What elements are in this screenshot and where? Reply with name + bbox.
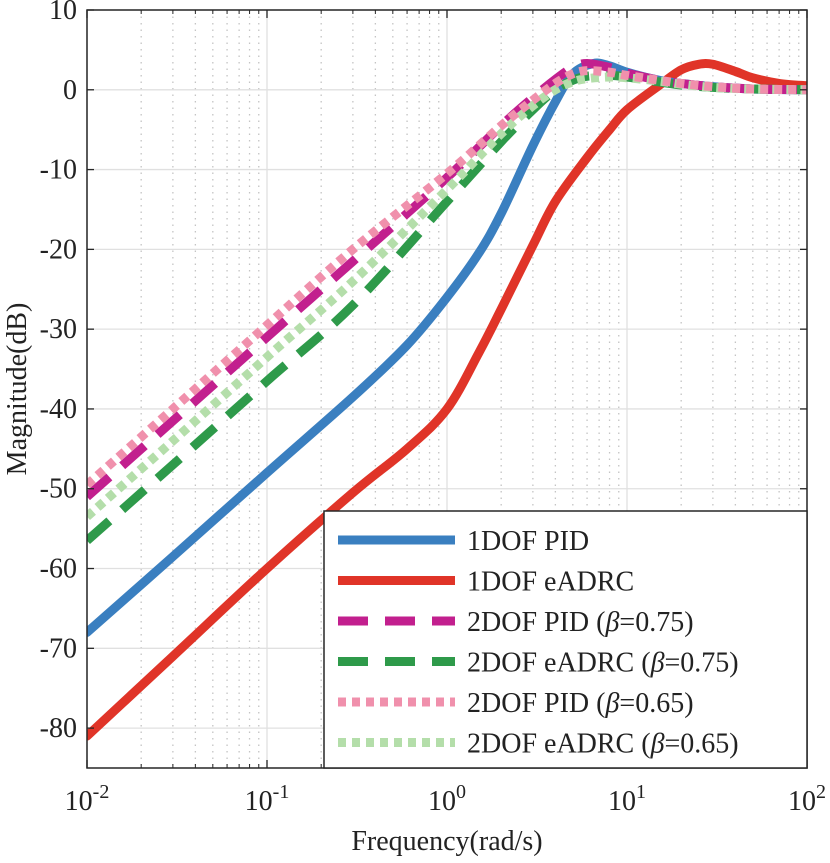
y-tick-label: -50 [40,474,77,505]
y-tick-label: -80 [40,713,77,744]
legend-label: 1DOF PID [467,526,589,557]
x-tick-label: 101 [608,781,646,817]
y-tick-label: -60 [40,554,77,585]
x-tick-label: 100 [428,781,466,817]
y-tick-label: -70 [40,633,77,664]
legend-label: 2DOF eADRC (β=0.75) [467,648,739,679]
y-tick-label: -30 [40,314,77,345]
y-tick-label: 0 [63,75,77,106]
y-axis-label: Magnitude(dB) [2,303,33,476]
x-tick-label: 102 [788,781,826,817]
legend-box [323,510,808,769]
y-tick-label: -40 [40,394,77,425]
y-tick-label: -10 [40,155,77,186]
y-tick-label: 10 [49,0,77,26]
legend-label: 2DOF PID (β=0.75) [467,607,694,638]
legend-label: 2DOF eADRC (β=0.65) [467,729,739,760]
y-tick-label: -20 [40,234,77,265]
series-line-2dof-pid-0-65 [87,66,807,489]
y-axis-ticks: 10 0 -10 -20 -30 -40 -50 -60 -70 -80 [40,0,807,744]
x-axis-label: Frequency(rad/s) [351,826,542,857]
legend: 1DOF PID 1DOF eADRC 2DOF PID (β=0.75) 2DOF … [323,510,808,769]
x-tick-label: 10-2 [65,781,110,817]
x-tick-label: 10-1 [245,781,290,817]
legend-label: 2DOF PID (β=0.65) [467,688,694,719]
legend-label: 1DOF eADRC [467,567,634,598]
